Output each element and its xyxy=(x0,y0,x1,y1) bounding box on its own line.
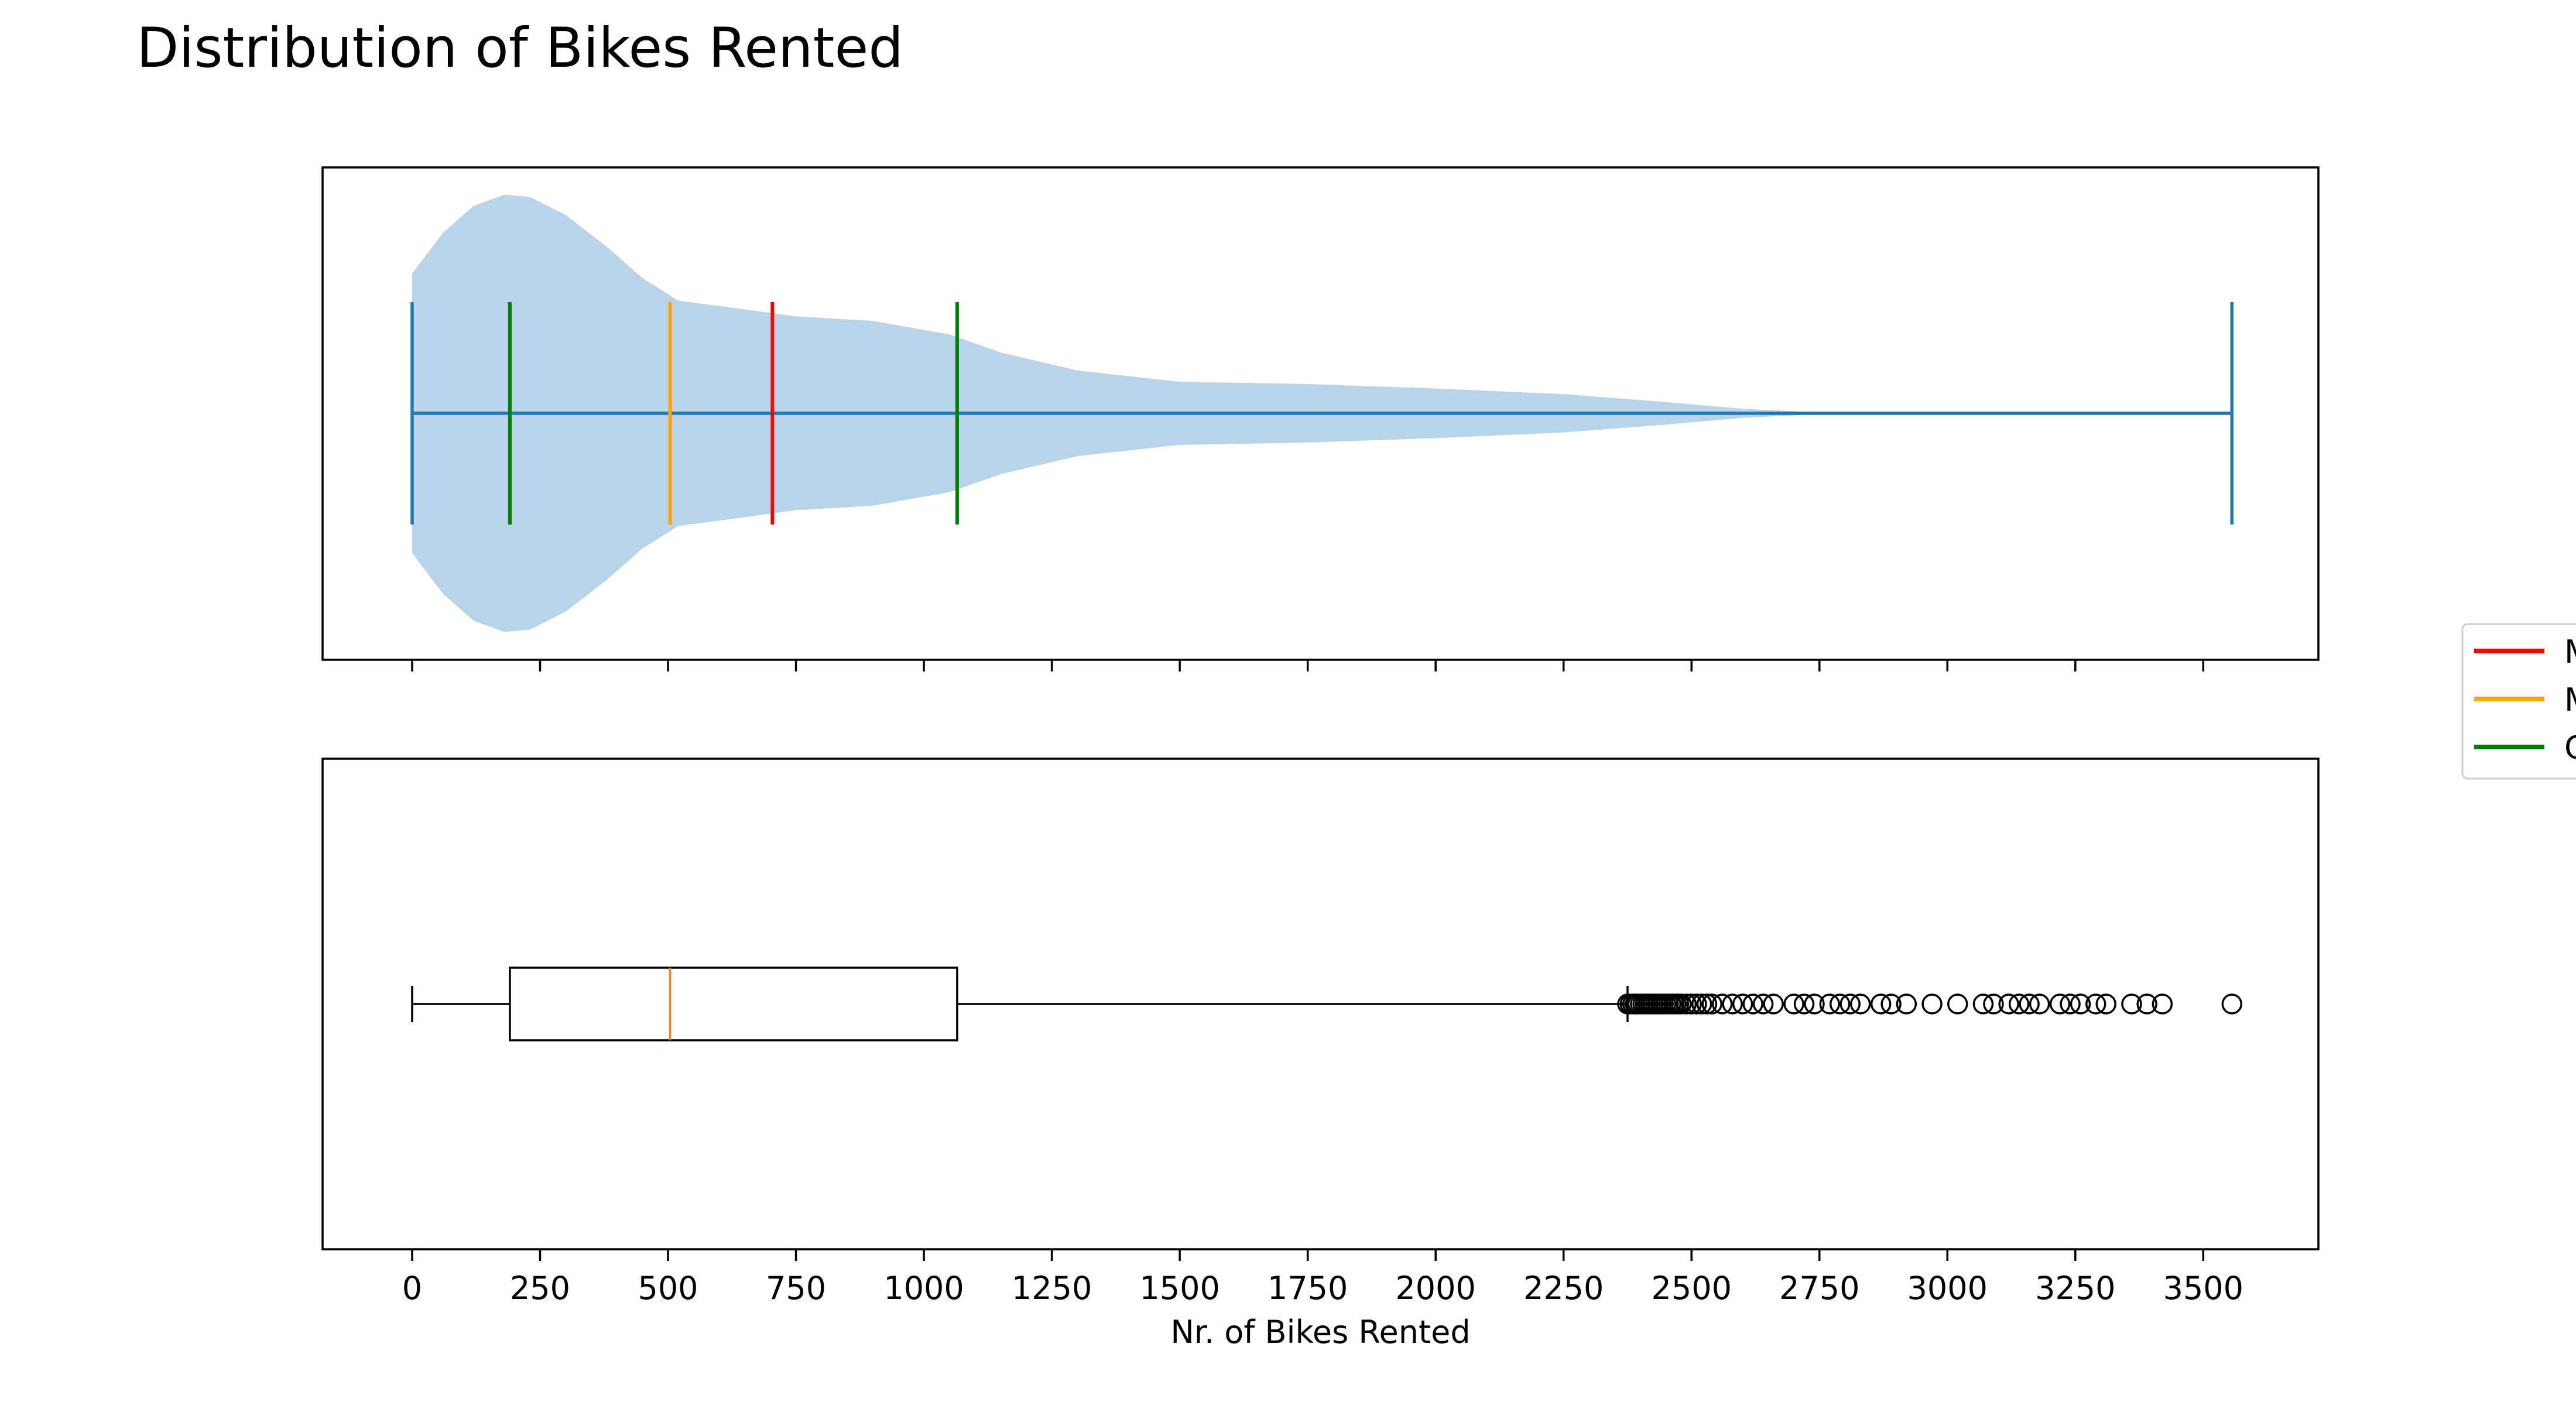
outlier-point xyxy=(1681,993,1702,1015)
x-tick-label: 1750 xyxy=(1268,1270,1348,1307)
outlier-point xyxy=(1701,993,1722,1015)
legend-label: M xyxy=(2564,681,2576,718)
outlier-point xyxy=(2136,993,2157,1015)
legend-label: Q xyxy=(2564,729,2576,766)
outlier-point xyxy=(2095,993,2116,1015)
outlier-point xyxy=(1829,993,1851,1015)
x-tick-label: 750 xyxy=(766,1270,826,1307)
outlier-point xyxy=(2060,993,2081,1015)
outlier-point xyxy=(2121,993,2142,1015)
x-tick-label: 1250 xyxy=(1012,1270,1092,1307)
outlier-point xyxy=(1686,993,1707,1015)
violin-axes-frame xyxy=(321,166,2320,661)
outlier-point xyxy=(2019,993,2040,1015)
outlier-point xyxy=(1783,993,1804,1015)
legend-label: M xyxy=(2564,633,2576,670)
outlier-point xyxy=(1983,993,2004,1015)
iqr-box xyxy=(509,967,958,1041)
outlier-point xyxy=(2049,993,2071,1015)
x-tick-label: 2750 xyxy=(1779,1270,1859,1307)
outlier-point xyxy=(1742,993,1763,1015)
outlier-point xyxy=(1896,993,1917,1015)
outlier-point xyxy=(1752,993,1774,1015)
x-tick-label: 1000 xyxy=(883,1270,964,1307)
outlier-point xyxy=(1804,993,1825,1015)
x-tick-label: 2500 xyxy=(1652,1270,1732,1307)
outlier-point xyxy=(2085,993,2106,1015)
outlier-point xyxy=(2070,993,2091,1015)
outlier-point xyxy=(1696,993,1718,1015)
x-tick-label: 3250 xyxy=(2035,1270,2115,1307)
outlier-point xyxy=(1732,993,1753,1015)
outlier-point xyxy=(1870,993,1892,1015)
boxplot-axes-frame xyxy=(321,758,2320,1250)
x-axis: 0 250 500 750 1000 1250 1500 1750 2000 2250 2500 27… xyxy=(402,660,2243,1351)
x-tick-label: 2000 xyxy=(1395,1270,1475,1307)
x-axis-label: Nr. of Bikes Rented xyxy=(1170,1314,1470,1351)
outlier-point xyxy=(1819,993,1840,1015)
violin-axes xyxy=(321,166,2320,661)
outlier-point xyxy=(1880,993,1902,1015)
outlier-point xyxy=(2029,993,2050,1015)
outlier-point xyxy=(1711,993,1733,1015)
x-tick-label: 3000 xyxy=(1907,1270,1988,1307)
boxplot-axes xyxy=(321,758,2320,1250)
outlier-point xyxy=(1972,993,1994,1015)
outlier-point xyxy=(2221,993,2243,1015)
outlier-point xyxy=(1849,993,1871,1015)
x-tick-label: 0 xyxy=(402,1270,422,1307)
x-tick-label: 3500 xyxy=(2163,1270,2243,1307)
legend: MMQ xyxy=(2461,623,2576,780)
outlier-point xyxy=(2008,993,2030,1015)
x-tick-label: 1500 xyxy=(1139,1270,1220,1307)
outlier-point xyxy=(1691,993,1712,1015)
outlier-point xyxy=(1793,993,1815,1015)
outlier-point xyxy=(2152,993,2173,1015)
x-tick-label: 500 xyxy=(638,1270,698,1307)
outlier-point xyxy=(1921,993,1943,1015)
outlier-point xyxy=(1947,993,1968,1015)
outlier-point xyxy=(1998,993,2019,1015)
outlier-point xyxy=(1670,993,1692,1015)
outlier-point xyxy=(1722,993,1743,1015)
outlier-point xyxy=(1763,993,1784,1015)
outlier-point xyxy=(1676,993,1697,1015)
x-tick-label: 2250 xyxy=(1523,1270,1604,1307)
outlier-point xyxy=(1839,993,1861,1015)
x-tick-label: 250 xyxy=(510,1270,570,1307)
